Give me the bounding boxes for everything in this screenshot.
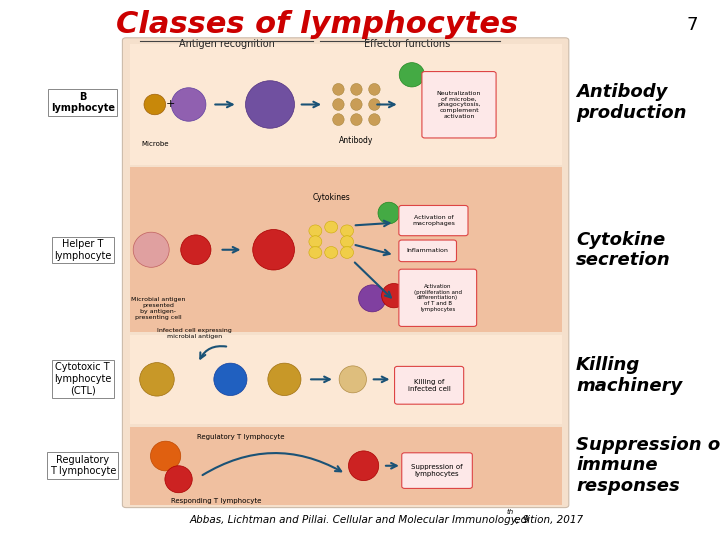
FancyBboxPatch shape [399,269,477,326]
Text: Infected cell expressing
microbial antigen: Infected cell expressing microbial antig… [157,328,232,339]
Text: th: th [507,509,514,515]
Ellipse shape [150,441,181,471]
FancyBboxPatch shape [395,366,464,404]
Text: Activation
(proliferation and
differentiation)
of T and B
lymphocytes: Activation (proliferation and differenti… [414,284,462,312]
Text: Neutralization
of microbe,
phagocytosis,
complement
activation: Neutralization of microbe, phagocytosis,… [437,91,481,119]
Ellipse shape [144,94,166,115]
Bar [130,335,562,424]
Ellipse shape [214,363,247,395]
Text: Antigen recognition: Antigen recognition [179,39,275,50]
Ellipse shape [253,230,294,270]
Ellipse shape [382,284,406,308]
Text: Cytotoxic T
lymphocyte
(CTL): Cytotoxic T lymphocyte (CTL) [54,362,112,396]
Ellipse shape [181,235,211,265]
Text: Activation of
macrophages: Activation of macrophages [412,215,455,226]
Ellipse shape [309,235,322,247]
Ellipse shape [378,202,400,224]
Text: B
lymphocyte: B lymphocyte [51,92,114,113]
Ellipse shape [341,235,354,247]
Bar [130,44,562,165]
Text: Inflammation: Inflammation [407,248,449,253]
Text: Microbe: Microbe [141,141,168,147]
Ellipse shape [369,98,380,111]
Ellipse shape [351,83,362,95]
Ellipse shape [351,114,362,126]
Bar [130,427,562,505]
Text: Responding T lymphocyte: Responding T lymphocyte [171,497,261,503]
Ellipse shape [348,451,379,481]
Text: 7: 7 [687,16,698,34]
Ellipse shape [369,114,380,126]
Text: Effector functions: Effector functions [364,39,450,50]
FancyBboxPatch shape [422,71,496,138]
Ellipse shape [309,246,322,258]
Text: edition, 2017: edition, 2017 [511,515,583,525]
Text: Cytokines: Cytokines [312,193,350,202]
FancyBboxPatch shape [402,453,472,488]
Ellipse shape [339,366,366,393]
Text: Helper T
lymphocyte: Helper T lymphocyte [54,239,112,261]
Ellipse shape [133,232,169,267]
Text: Abbas, Lichtman and Pillai. Cellular and Molecular Immunology, 9: Abbas, Lichtman and Pillai. Cellular and… [190,515,530,525]
Ellipse shape [341,225,354,237]
Text: Suppression of
lymphocytes: Suppression of lymphocytes [411,464,463,477]
Ellipse shape [351,98,362,111]
Text: Cytokine
secretion: Cytokine secretion [576,231,671,269]
FancyBboxPatch shape [122,38,569,508]
Bar [130,167,562,332]
Text: Killing of
infected cell: Killing of infected cell [408,379,451,392]
FancyBboxPatch shape [399,240,456,261]
Text: Regulatory T lymphocyte: Regulatory T lymphocyte [197,434,285,440]
Ellipse shape [325,246,338,258]
Text: +: + [166,99,176,110]
Ellipse shape [333,83,344,95]
Text: Microbial antigen
presented
by antigen-
presenting cell: Microbial antigen presented by antigen- … [131,297,186,320]
Ellipse shape [359,285,386,312]
Ellipse shape [246,80,294,128]
Ellipse shape [140,363,174,396]
Ellipse shape [268,363,301,395]
Text: Antibody: Antibody [339,136,374,145]
Text: Antibody
production: Antibody production [576,83,686,122]
Text: Killing
machinery: Killing machinery [576,356,683,395]
Ellipse shape [399,63,425,87]
Ellipse shape [171,87,206,122]
Text: Suppression of
immune
responses: Suppression of immune responses [576,436,720,495]
Ellipse shape [333,98,344,111]
FancyBboxPatch shape [399,205,468,235]
Ellipse shape [333,114,344,126]
Ellipse shape [309,225,322,237]
Ellipse shape [341,246,354,258]
Text: Classes of lymphocytes: Classes of lymphocytes [116,10,518,39]
Ellipse shape [165,465,192,492]
Text: Regulatory
T lymphocyte: Regulatory T lymphocyte [50,455,116,476]
Ellipse shape [369,83,380,95]
Ellipse shape [325,221,338,233]
